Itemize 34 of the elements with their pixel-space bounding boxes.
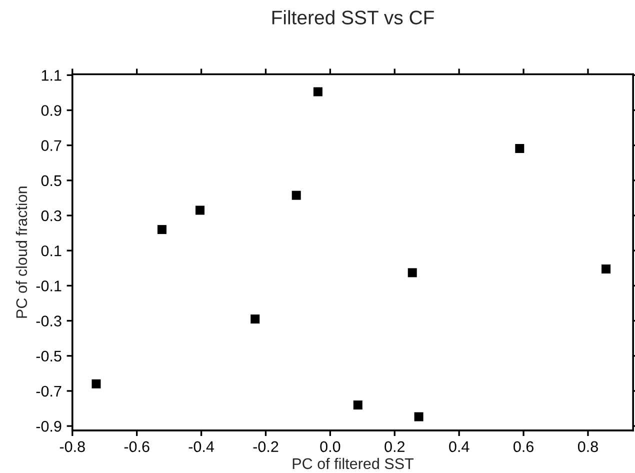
x-axis-title: PC of filtered SST [292,458,414,470]
x-tick-label: 0.2 [384,441,404,452]
y-tick-label: -0.3 [36,316,62,326]
y-tick-label: 0.7 [41,140,62,152]
x-tick-label: 0.6 [514,441,534,452]
point [515,144,524,153]
point [408,268,417,278]
x-tick-label: 0.4 [449,441,470,452]
x-tick-label: -0.8 [60,441,85,452]
chart-title: Filtered SST vs CF [272,10,434,24]
point [602,264,611,274]
x-tick-label: -0.6 [124,441,150,452]
x-tick-label: 0.0 [320,441,340,452]
x-tick-label: 0.8 [578,441,598,452]
y-tick-label: 0.9 [41,105,62,116]
y-tick-label: -0.9 [36,420,62,432]
y-tick-label: -0.7 [36,386,62,397]
point [157,225,166,234]
y-tick-label: 0.3 [41,210,62,222]
point [313,87,322,96]
point [196,206,204,215]
y-tick-label: -0.1 [36,280,62,292]
x-tick-label: -0.2 [253,441,278,452]
point [292,190,301,200]
x-tick-label: -0.4 [188,441,214,452]
y-tick-label: 0.5 [41,175,62,186]
y-tick-label: 0.1 [41,245,62,256]
y-tick-label: -0.5 [36,350,62,362]
point [92,379,101,388]
y-tick-label: 1.1 [42,70,62,81]
point [414,412,424,422]
y-axis-title: PC of cloud fraction [16,186,28,318]
point [250,314,260,324]
point [353,400,362,410]
